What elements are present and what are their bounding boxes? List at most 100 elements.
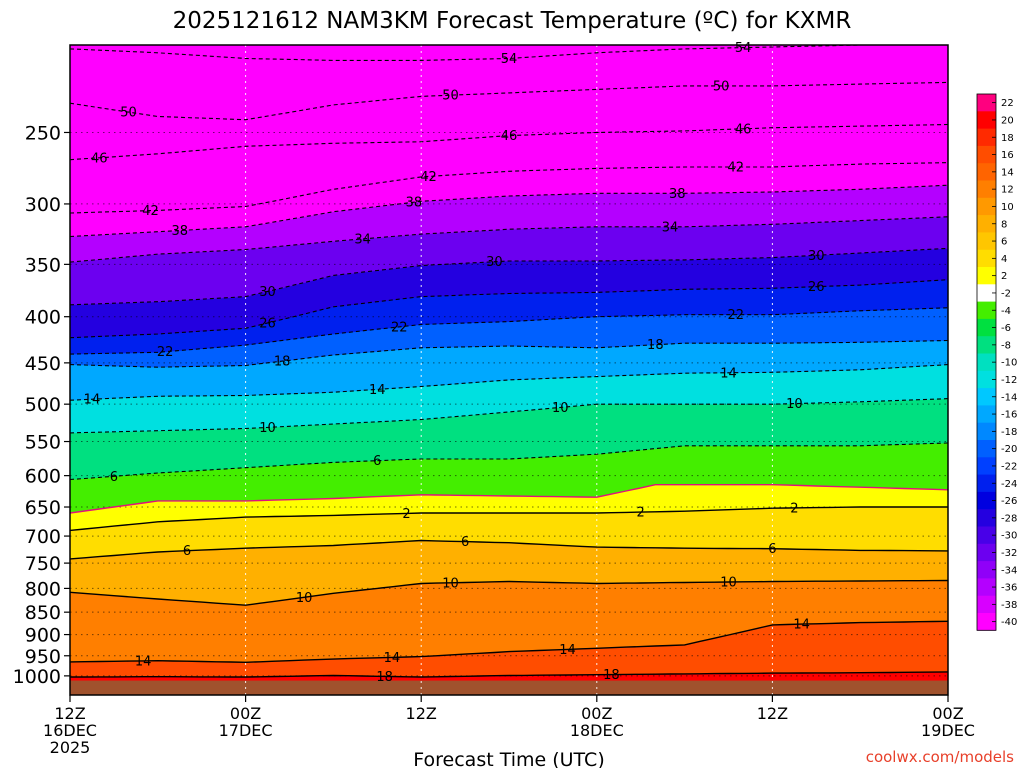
y-tick-label: 900 — [25, 625, 61, 647]
colorbar-label: -34 — [1001, 565, 1017, 576]
colorbar-swatch — [977, 232, 996, 251]
y-tick-label: 550 — [25, 432, 61, 454]
y-tick-label: 1000 — [13, 666, 61, 688]
colorbar-swatch — [977, 249, 996, 268]
isotherm-label: 22 — [728, 308, 745, 323]
colorbar-swatch — [977, 370, 996, 389]
isotherm-label: 10 — [259, 421, 276, 436]
isotherm-label: 14 — [559, 643, 576, 658]
colorbar-swatch — [977, 180, 996, 199]
colorbar-label: -40 — [1001, 617, 1017, 628]
colorbar-label: -8 — [1001, 340, 1011, 351]
isotherm-label: 6 — [768, 542, 776, 557]
colorbar-label: -2 — [1001, 288, 1011, 299]
isotherm-label: 38 — [406, 196, 423, 211]
isotherm-label: 14 — [135, 654, 152, 669]
y-tick-label: 850 — [25, 602, 61, 624]
isotherm-label: 50 — [442, 89, 459, 104]
colorbar-label: 14 — [1001, 167, 1014, 178]
x-tick-label: 00Z — [230, 704, 261, 723]
y-tick-label: 750 — [25, 553, 61, 575]
colorbar-label: -6 — [1001, 323, 1011, 334]
isotherm-label: 14 — [720, 366, 737, 381]
isotherm-line — [70, 279, 948, 339]
isotherm-label: 2 — [790, 501, 798, 516]
colorbar-label: -20 — [1001, 444, 1017, 455]
colorbar-swatch — [977, 94, 996, 112]
y-tick-label: 350 — [25, 254, 61, 276]
isotherm-label: 26 — [259, 317, 276, 332]
isotherm-label: 42 — [728, 160, 745, 175]
colorbar-swatch — [977, 284, 996, 302]
isotherm-label: 18 — [603, 668, 620, 683]
y-tick-label: 500 — [25, 394, 61, 416]
x-tick-label: 12Z — [406, 704, 437, 723]
isotherm-label: 46 — [91, 151, 108, 166]
isotherm-label: 46 — [501, 129, 518, 144]
isotherm-label: 14 — [84, 393, 101, 408]
credit-text: coolwx.com/models — [866, 748, 1014, 766]
isotherm-label: 22 — [391, 320, 408, 335]
isotherm-contours — [70, 45, 948, 678]
x-tick-label: 2025 — [50, 738, 91, 757]
isotherm-label: 18 — [647, 338, 664, 353]
isotherm-label: 18 — [274, 355, 291, 370]
isotherm-label: 18 — [376, 670, 393, 685]
x-tick-label: 00Z — [932, 704, 963, 723]
colorbar-label: 18 — [1001, 133, 1014, 144]
colorbar-label: 8 — [1001, 219, 1007, 230]
y-tick-label: 700 — [25, 526, 61, 548]
y-tick-label: 300 — [25, 194, 61, 216]
colorbar-label: 12 — [1001, 185, 1014, 196]
isotherm-label: 2 — [402, 507, 410, 522]
colorbar-label: -16 — [1001, 410, 1017, 421]
x-tick-label: 12Z — [54, 704, 85, 723]
ground-strip — [70, 680, 948, 695]
colorbar-swatch — [977, 561, 996, 579]
colorbar-label: -4 — [1001, 306, 1011, 317]
grid-lines — [70, 45, 948, 695]
isotherm-line — [70, 484, 948, 514]
isotherm-line — [70, 81, 948, 121]
colorbar-swatch — [977, 318, 996, 337]
y-tick-label: 600 — [25, 466, 61, 488]
colorbar-swatch — [977, 405, 996, 424]
isotherm-label: 10 — [786, 397, 803, 412]
colorbar-swatch — [977, 457, 996, 475]
isotherm-label: 14 — [369, 383, 386, 398]
isotherm-label: 6 — [373, 454, 381, 469]
colorbar-swatch — [977, 336, 996, 354]
isotherm-label: 38 — [669, 187, 686, 202]
colorbar-swatch — [977, 267, 996, 285]
isotherm-label: 34 — [662, 220, 679, 235]
isotherm-label: 6 — [461, 535, 469, 550]
isotherm-label: 42 — [142, 204, 159, 219]
isotherm-label: 50 — [713, 79, 730, 94]
isotherm-line — [70, 247, 948, 306]
colorbar-label: 20 — [1001, 115, 1014, 126]
isotherm-label: 50 — [120, 106, 137, 121]
colorbar-label: -28 — [1001, 513, 1017, 524]
isotherm-label: 6 — [110, 470, 118, 485]
y-tick-label: 800 — [25, 578, 61, 600]
y-tick-label: 650 — [25, 497, 61, 519]
colorbar-label: -18 — [1001, 427, 1017, 438]
x-axis-title: Forecast Time (UTC) — [413, 749, 604, 768]
colorbar-swatch — [977, 163, 996, 181]
colorbar-swatch — [977, 353, 996, 372]
colorbar-label: -10 — [1001, 358, 1017, 369]
colorbar-label: -26 — [1001, 496, 1017, 507]
x-tick-label: 17DEC — [219, 721, 273, 740]
isotherm-label: 30 — [259, 285, 276, 300]
colorbar-swatch — [977, 509, 996, 527]
colorbar-swatch — [977, 197, 996, 216]
isotherm-line — [70, 539, 948, 560]
isotherm-line — [70, 620, 948, 664]
isotherm-label: 42 — [420, 170, 437, 185]
x-tick-label: 18DEC — [570, 721, 624, 740]
isotherm-label: 10 — [442, 576, 459, 591]
y-tick-label: 400 — [25, 307, 61, 329]
isotherm-label: 34 — [354, 232, 371, 247]
